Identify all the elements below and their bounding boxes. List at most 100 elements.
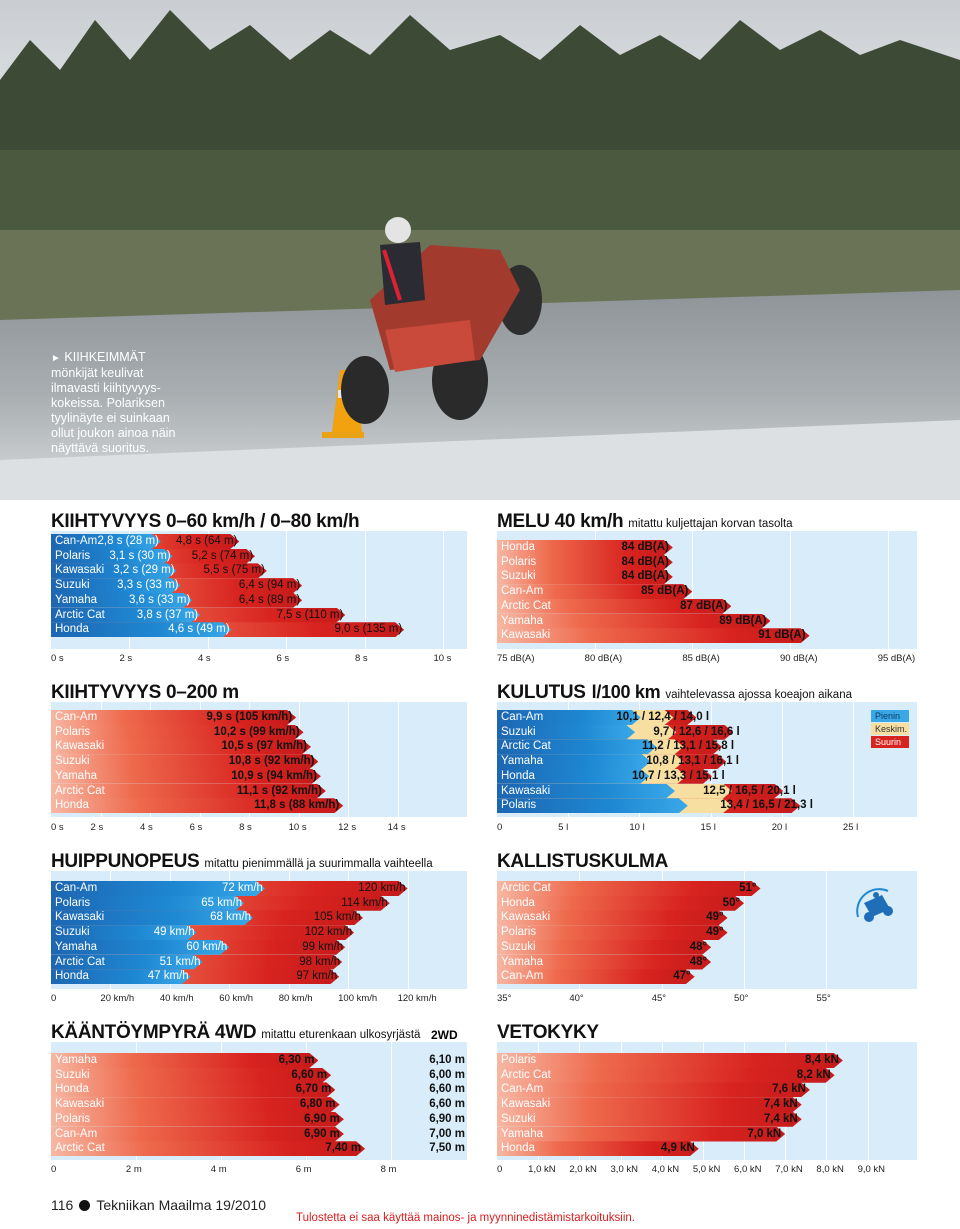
bar bbox=[51, 754, 318, 769]
bar-row: Arctic Cat 87 dB(A) bbox=[497, 599, 917, 614]
data-label: 85 dB(A) bbox=[641, 585, 689, 598]
category-label: Polaris bbox=[501, 926, 537, 939]
bar-row: Polaris 3,1 s (30 m) 5,2 s (74 m) bbox=[51, 549, 467, 564]
category-label: Can-Am bbox=[55, 882, 98, 894]
tick-label: 1,0 kN bbox=[528, 1164, 556, 1175]
gridline bbox=[407, 871, 409, 989]
tick-label: 6 m bbox=[295, 1164, 312, 1175]
bar-row: Polaris 8,4 kN bbox=[497, 1053, 917, 1068]
category-label: Arctic Cat bbox=[501, 1068, 551, 1081]
bar bbox=[497, 955, 711, 970]
category-label: Polaris bbox=[55, 549, 91, 562]
data-label: 3,2 s (29 m) bbox=[113, 564, 175, 577]
bar-primary bbox=[51, 549, 173, 564]
data-label: 51 km/h bbox=[159, 955, 201, 968]
category-label: Arctic Cat bbox=[55, 1142, 105, 1155]
bar-row: Polaris 10,2 s (99 km/h) bbox=[51, 725, 467, 740]
category-label: Suzuki bbox=[501, 570, 536, 583]
tick-label: 0 bbox=[51, 993, 57, 1004]
gridline bbox=[364, 531, 366, 649]
category-label: Honda bbox=[55, 970, 89, 983]
data-label-2wd: 7,00 m bbox=[429, 1127, 465, 1140]
tick-label: 4 m bbox=[210, 1164, 227, 1175]
chart-vetokyky: VETOKYKY Polaris 8,4 kN Arctic Cat 8,2 kN Ca… bbox=[497, 1022, 917, 1177]
bar-row: Can-Am 47° bbox=[497, 969, 917, 984]
bar-min bbox=[497, 754, 651, 769]
bar-row: Can-Am 6,90 m 7,00 m bbox=[51, 1127, 467, 1142]
bar-row: Kawasaki 7,4 kN bbox=[497, 1097, 917, 1112]
chart-subtitle: mitattu kuljettajan korvan tasolta bbox=[628, 518, 793, 530]
category-label: Honda bbox=[55, 623, 89, 636]
bar bbox=[497, 969, 695, 984]
chart-subtitle: vaihtelevassa ajossa koeajon aikana bbox=[665, 689, 852, 701]
data-label: 84 dB(A) bbox=[621, 541, 669, 553]
bar bbox=[51, 784, 326, 799]
bar-row: Honda 4,9 kN bbox=[497, 1141, 917, 1156]
tick-label: 25 l bbox=[842, 822, 859, 833]
data-label: 7,40 m bbox=[325, 1142, 362, 1155]
page-number: 116 bbox=[51, 1197, 74, 1213]
tick-label: 2,0 kN bbox=[569, 1164, 597, 1175]
bar-primary bbox=[51, 940, 229, 955]
category-label: Honda bbox=[55, 1083, 89, 1096]
photo-illustration bbox=[0, 0, 960, 500]
bar-primary bbox=[51, 910, 253, 925]
tick-label: 0 bbox=[497, 1164, 503, 1175]
bar-row: Arctic Cat 51 km/h 98 km/h bbox=[51, 955, 467, 970]
category-label: Suzuki bbox=[55, 579, 90, 592]
data-label: 3,1 s (30 m) bbox=[109, 549, 171, 562]
bar-4wd bbox=[51, 1082, 335, 1097]
bar bbox=[497, 599, 731, 614]
category-label: Polaris bbox=[55, 725, 91, 738]
data-label: 87 dB(A) bbox=[680, 599, 728, 612]
bar-min bbox=[497, 710, 641, 725]
data-label: 120 km/h bbox=[358, 882, 406, 894]
bar-row: Suzuki 48° bbox=[497, 940, 917, 955]
tick-label: 15 l bbox=[700, 822, 716, 833]
bar bbox=[497, 584, 692, 599]
tick-label: 6 s bbox=[276, 653, 290, 664]
tick-label: 5,0 kN bbox=[692, 1164, 721, 1175]
caption-text: KIIHKEIMMÄT mönkijät keulivat ilmavasti … bbox=[51, 350, 176, 455]
bar-row: Can-Am 72 km/h 120 km/h bbox=[51, 881, 467, 896]
bar-row: Polaris 49° bbox=[497, 925, 917, 940]
data-label: 49 km/h bbox=[153, 926, 195, 939]
bar-row: Arctic Cat 11,2 / 13,1 / 15,8 l bbox=[497, 739, 917, 754]
category-label: Can-Am bbox=[501, 1083, 544, 1096]
data-label: 10,7 / 13,3 / 15,1 l bbox=[631, 769, 725, 782]
tick-label: 10 s bbox=[433, 653, 452, 664]
data-label-2wd: 6,90 m bbox=[429, 1112, 465, 1125]
chart-subtitle: mitattu pienimmällä ja suurimmalla vaiht… bbox=[204, 858, 433, 870]
bar-primary bbox=[51, 578, 181, 593]
data-label: 84 dB(A) bbox=[621, 555, 669, 568]
category-label: Honda bbox=[55, 799, 89, 812]
data-label: 114 km/h bbox=[341, 896, 388, 909]
bar-primary bbox=[51, 955, 203, 970]
bar-min bbox=[497, 784, 675, 799]
bar-row: Kawasaki 3,2 s (29 m) 5,5 s (75 m) bbox=[51, 563, 467, 578]
data-label: 105 km/h bbox=[313, 911, 361, 924]
bar-row: Suzuki 49 km/h 102 km/h bbox=[51, 925, 467, 940]
data-label: 60 km/h bbox=[186, 940, 228, 953]
data-label: 6,60 m bbox=[291, 1068, 328, 1081]
tick-label: 2 s bbox=[90, 822, 104, 833]
category-label: Kawasaki bbox=[501, 1098, 551, 1111]
category-label: Polaris bbox=[501, 555, 537, 568]
data-label: 72 km/h bbox=[222, 882, 263, 894]
bar-row: Can-Am 9,9 s (105 km/h) bbox=[51, 710, 467, 725]
bar-4wd bbox=[51, 1097, 340, 1112]
chart-panel: Polaris 8,4 kN Arctic Cat 8,2 kN Can-Am 7,6 k… bbox=[497, 1042, 917, 1160]
category-label: Can-Am bbox=[55, 1127, 98, 1140]
category-label: Polaris bbox=[55, 896, 91, 909]
bar bbox=[497, 1068, 835, 1083]
bar-row: Suzuki 3,3 s (33 m) 6,4 s (94 m) bbox=[51, 578, 467, 593]
data-label: 3,8 s (37 m) bbox=[136, 608, 199, 621]
atv-rider-photo bbox=[0, 0, 960, 500]
tick-label: 3,0 kN bbox=[610, 1164, 638, 1175]
tick-label: 20 l bbox=[771, 822, 788, 833]
tick-label: 2 s bbox=[119, 653, 133, 664]
bar-row: Honda 6,70 m 6,60 m bbox=[51, 1082, 467, 1097]
tick-label: 4,0 kN bbox=[651, 1164, 680, 1175]
data-label: 7,6 kN bbox=[772, 1083, 806, 1096]
data-label: 9,0 s (135 m) bbox=[334, 623, 403, 636]
